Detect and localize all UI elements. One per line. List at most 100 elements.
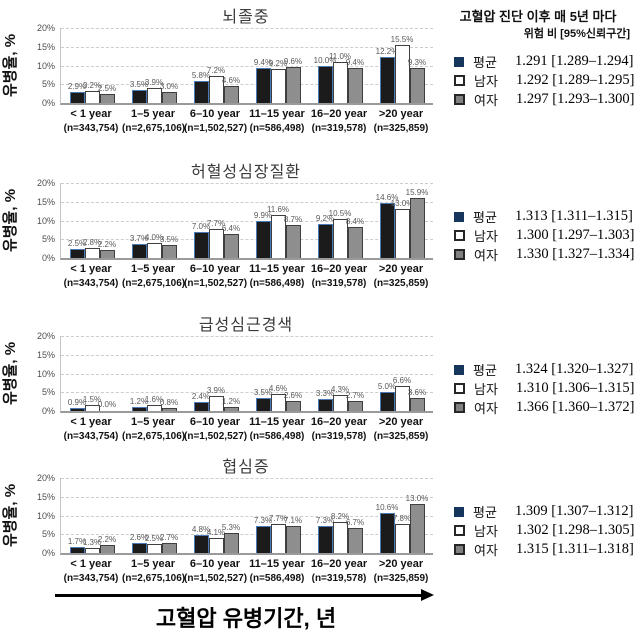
gridline (61, 496, 433, 498)
bar-value-label: 3.5% (129, 79, 149, 89)
bar-value-label: 4.6% (221, 75, 241, 85)
y-tick-label: 10% (36, 215, 55, 226)
bar-mean: 9.2% (316, 214, 334, 258)
bar-female: 8.4% (346, 217, 364, 258)
hazard-ratio-value: 1.302 [1.298–1.305] (516, 522, 635, 538)
bar-value-label: 0.0% (97, 400, 117, 409)
bar-value-label: 4.8% (191, 525, 211, 534)
bar-value-label: 9.2% (268, 58, 288, 68)
bar-value-label: 1.6% (144, 395, 164, 404)
gridline (61, 65, 433, 67)
bar-male: 3.9% (207, 386, 225, 411)
plot-area: 0.9% 1.5% 0.0% 1.2% 1.6% 0.8% 2.4% 3.9% 1.2% 3.5%… (60, 336, 433, 413)
bar-value-label: 7.3% (315, 515, 335, 525)
x-axis-title: 고혈압 유병기간, 년 (155, 606, 337, 631)
bar-male: 11.0% (329, 52, 351, 103)
x-category-label: < 1 year (n=343,754) (60, 416, 122, 442)
panel-title: 허혈성심장질환 (190, 164, 302, 181)
bar-value-label: 2.5% (67, 238, 87, 248)
legend-row-male: 남자 1.310 [1.306–1.315] (454, 379, 640, 398)
bar-female: 3.0% (160, 82, 178, 103)
y-axis-title-text: 유병율, % (2, 33, 20, 97)
bar-male: 4.0% (145, 233, 163, 258)
category-n-count: (n=1,502,527) (184, 431, 248, 442)
category-n-count: (n=2,675,106) (122, 278, 186, 289)
legend-row-female: 여자 1.330 [1.327–1.334] (454, 245, 640, 264)
gridline (61, 515, 433, 517)
y-tick-label: 0% (41, 98, 55, 108)
x-category-label: 11–15 year (n=586,498) (246, 263, 308, 289)
bar-value-label: 2.8% (82, 237, 102, 247)
bar-group: 7.0% 7.7% 6.4% (185, 183, 247, 258)
bar-value-label: 9.4% (345, 57, 365, 67)
bar-female: 1.2% (222, 397, 240, 411)
category-name: 6–10 year (189, 416, 241, 428)
x-category-label: 16–20 year (n=319,578) (308, 108, 370, 134)
legend-marker-mean-icon (454, 211, 464, 222)
legend: 평균 1.309 [1.307–1.312] 남자 1.302 [1.298–1.30… (440, 452, 640, 599)
bar-female: 9.3% (408, 58, 426, 103)
bar-group: 2.4% 3.9% 1.2% (185, 336, 247, 411)
bar-value-label: 12.2% (375, 47, 399, 57)
hazard-ratio-value: 1.366 [1.360–1.372] (516, 399, 635, 415)
gridline (61, 336, 433, 337)
bar-male: 1.3% (83, 538, 101, 553)
gridline (61, 28, 433, 29)
category-n-count: (n=2,675,106) (122, 431, 186, 442)
legend-rows: 평균 1.313 [1.311–1.315] 남자 1.300 [1.297–1.30… (454, 207, 640, 264)
category-name: 11–15 year (249, 416, 305, 428)
bar-value-label: 5.3% (221, 523, 241, 533)
bar-group: 3.3% 4.3% 2.7% (309, 336, 371, 411)
bar-value-label: 8.2% (330, 512, 350, 522)
bar-value-label: 3.2% (82, 81, 102, 90)
category-n-count: (n=586,498) (249, 123, 305, 134)
legend-marker-male-icon (454, 525, 465, 536)
bar-mean: 10.6% (376, 503, 398, 553)
bar-group: 7.3% 8.2% 6.7% (309, 478, 371, 553)
bar-mean: 7.3% (316, 516, 334, 553)
bar-value-label: 2.2% (97, 239, 117, 249)
x-category-label: < 1 year (n=343,754) (60, 263, 122, 289)
category-n-count: (n=325,859) (373, 573, 429, 584)
legend-row-female: 여자 1.297 [1.293–1.300] (454, 90, 640, 109)
category-n-count: (n=586,498) (249, 431, 305, 442)
x-category-label: 1–5 year (n=2,675,106) (122, 558, 185, 584)
bar-mean: 5.0% (378, 382, 396, 411)
bar-value-label: 7.1% (283, 516, 303, 526)
legend-series-name: 남자 (474, 229, 498, 244)
category-n-count: (n=586,498) (249, 278, 305, 289)
category-n-count: (n=325,859) (373, 431, 429, 442)
gridline (61, 220, 433, 222)
legend-marker-male-icon (454, 230, 465, 241)
bar-value-label: 15.9% (405, 188, 429, 198)
bar-group: 0.9% 1.5% 0.0% (61, 336, 123, 411)
bar-value-label: 9.3% (407, 58, 427, 68)
bar-mean: 7.0% (192, 222, 210, 258)
y-tick-label: 0% (41, 406, 55, 416)
y-axis-title: 유병율, % (0, 181, 20, 259)
y-tick-label: 5% (41, 234, 55, 245)
bar-female: 13.0% (406, 494, 428, 553)
bar-male: 4.1% (207, 528, 225, 553)
bar-mean: 2.4% (192, 392, 210, 411)
bar-value-label: 2.5% (97, 83, 117, 93)
bar-value-label: 1.2% (129, 396, 149, 406)
x-category-label: 6–10 year (n=1,502,527) (184, 108, 247, 134)
bar-female: 3.5% (160, 235, 178, 258)
bar-male: 8.2% (331, 512, 349, 553)
bar-mean: 7.3% (254, 516, 272, 553)
bar-female: 2.7% (160, 533, 178, 553)
bar-value-label: 4.6% (268, 383, 288, 393)
category-n-count: (n=343,754) (63, 431, 119, 442)
y-tick-label: 20% (36, 23, 55, 33)
bar-value-label: 10.0% (313, 55, 337, 65)
category-name: 16–20 year (310, 263, 368, 275)
bar-group: 9.9% 11.6% 8.7% (247, 183, 309, 258)
panel-title: 급성심근경색 (198, 317, 294, 334)
plot-area: 1.7% 1.3% 2.2% 2.6% 2.5% 2.7% 4.8% 4.1% 5.3% 7.3%… (60, 478, 433, 555)
legend: 고혈압 진단 이후 매 5년 마다 위험 비 [95%신뢰구간] 평균 1.291 [… (440, 2, 640, 149)
bar-male: 10.5% (329, 209, 351, 258)
legend-marker-mean-icon (454, 56, 464, 67)
legend-marker-mean-icon (454, 506, 464, 517)
